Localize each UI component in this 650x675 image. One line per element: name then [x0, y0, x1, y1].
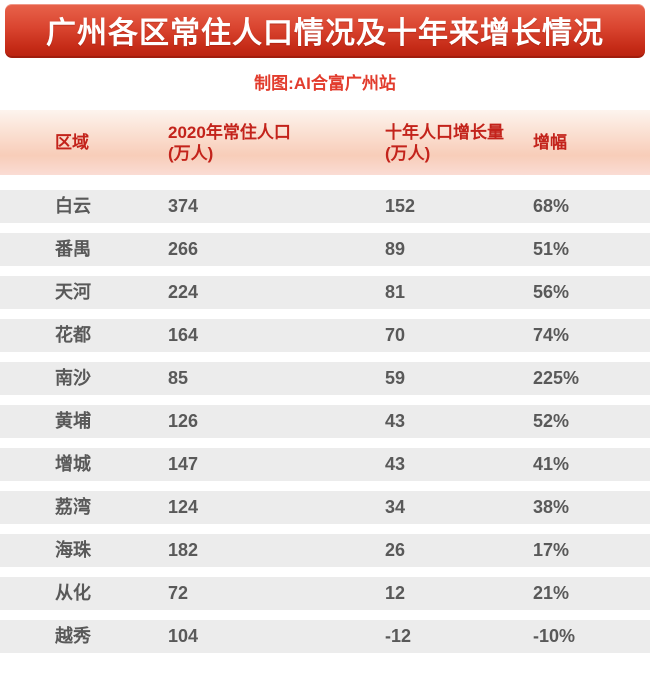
population-value: 224: [168, 282, 199, 302]
growth-value: 43: [385, 411, 406, 431]
population-value: 85: [168, 368, 189, 388]
table-row: 增城 147 43 41%: [0, 448, 650, 481]
growth-value: 59: [385, 368, 406, 388]
column-header-growth-rate: 增幅: [533, 133, 567, 152]
table-row: 番禺 266 89 51%: [0, 233, 650, 266]
title-banner: 广州各区常住人口情况及十年来增长情况: [5, 4, 645, 58]
population-value: 374: [168, 196, 199, 216]
credit-line: 制图:AI合富广州站: [254, 74, 396, 93]
table-row: 白云 374 152 68%: [0, 190, 650, 223]
population-value: 147: [168, 454, 199, 474]
column-header-population-2020: 2020年常住人口 (万人): [168, 122, 291, 163]
district-name: 南沙: [55, 368, 91, 388]
table-row: 黄埔 126 43 52%: [0, 405, 650, 438]
growth-rate-value: 38%: [533, 497, 570, 517]
table-row: 越秀 104 -12 -10%: [0, 620, 650, 653]
column-header-district: 区域: [55, 133, 89, 152]
page-title: 广州各区常住人口情况及十年来增长情况: [46, 17, 604, 50]
table-row: 南沙 85 59 225%: [0, 362, 650, 395]
population-value: 266: [168, 239, 199, 259]
district-name: 增城: [55, 454, 91, 474]
district-name: 天河: [55, 282, 91, 302]
growth-rate-value: 41%: [533, 454, 570, 474]
growth-rate-value: 51%: [533, 239, 570, 259]
population-value: 72: [168, 583, 189, 603]
growth-value: 26: [385, 540, 406, 560]
growth-rate-value: 52%: [533, 411, 570, 431]
table-header-row: 区域 2020年常住人口 (万人) 十年人口增长量 (万人) 增幅: [0, 110, 650, 175]
population-value: 164: [168, 325, 199, 345]
column-header-ten-year-growth: 十年人口增长量 (万人): [385, 122, 504, 163]
table-row: 海珠 182 26 17%: [0, 534, 650, 567]
growth-value: 152: [385, 196, 416, 216]
district-name: 白云: [55, 196, 91, 216]
growth-value: 89: [385, 239, 406, 259]
growth-value: 43: [385, 454, 406, 474]
growth-rate-value: 21%: [533, 583, 570, 603]
district-name: 黄埔: [55, 411, 91, 431]
table-body: 白云 374 152 68% 番禺 266 89 51% 天河 224 81 5…: [0, 190, 650, 663]
district-name: 从化: [55, 583, 91, 603]
table-row: 荔湾 124 34 38%: [0, 491, 650, 524]
growth-value: 70: [385, 325, 406, 345]
growth-value: 34: [385, 497, 406, 517]
growth-rate-value: 225%: [533, 368, 580, 388]
population-value: 182: [168, 540, 199, 560]
table-row: 从化 72 12 21%: [0, 577, 650, 610]
growth-rate-value: -10%: [533, 626, 576, 646]
growth-value: 12: [385, 583, 406, 603]
growth-rate-value: 68%: [533, 196, 570, 216]
population-value: 126: [168, 411, 199, 431]
growth-rate-value: 74%: [533, 325, 570, 345]
growth-rate-value: 56%: [533, 282, 570, 302]
district-name: 花都: [55, 325, 91, 345]
district-name: 番禺: [55, 239, 91, 259]
growth-value: -12: [385, 626, 412, 646]
table-row: 天河 224 81 56%: [0, 276, 650, 309]
table-row: 花都 164 70 74%: [0, 319, 650, 352]
population-value: 104: [168, 626, 199, 646]
growth-value: 81: [385, 282, 406, 302]
growth-rate-value: 17%: [533, 540, 570, 560]
district-name: 海珠: [55, 540, 91, 560]
district-name: 荔湾: [55, 497, 91, 517]
population-value: 124: [168, 497, 199, 517]
district-name: 越秀: [55, 626, 91, 646]
